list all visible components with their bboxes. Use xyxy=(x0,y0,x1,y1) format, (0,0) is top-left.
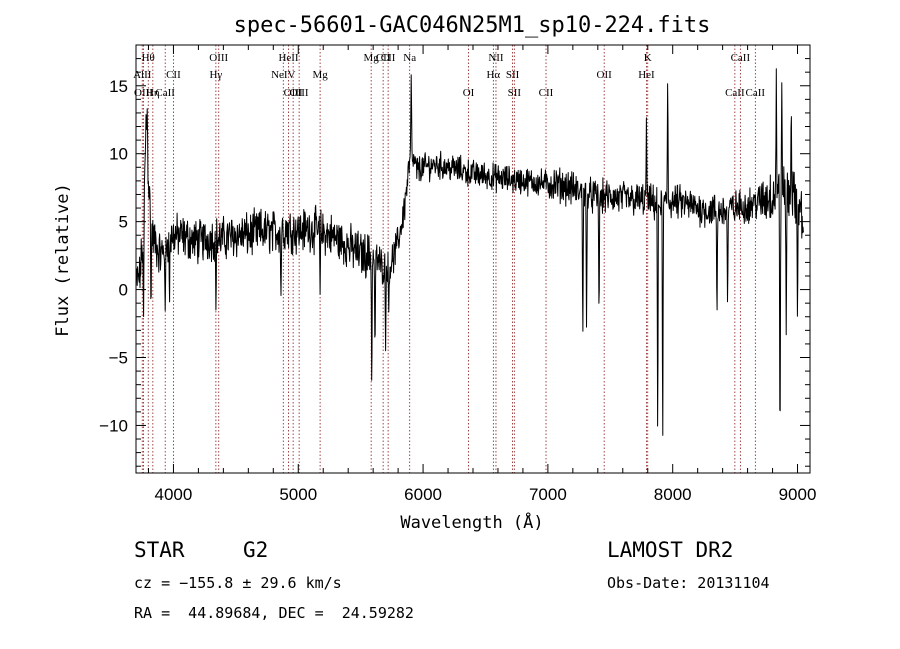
line-marker-label: HeII xyxy=(278,52,298,64)
redshift-velocity: cz = −155.8 ± 29.6 km/s xyxy=(134,574,342,592)
line-marker-label: Hη xyxy=(146,87,160,99)
x-axis-label: Wavelength (Å) xyxy=(400,511,543,533)
line-marker-label: OIII xyxy=(209,52,228,64)
line-marker-label: HeI xyxy=(638,69,655,81)
plot-frame xyxy=(135,44,811,474)
observation-date: Obs-Date: 20131104 xyxy=(607,574,770,592)
line-marker-label: CII xyxy=(539,87,554,99)
object-class: STAR xyxy=(134,538,185,562)
line-marker-label: CaII xyxy=(746,87,766,99)
line-marker-label: Hθ xyxy=(142,52,155,64)
y-tick-label: −10 xyxy=(99,416,128,435)
object-subclass: G2 xyxy=(243,538,269,562)
line-marker-label: CII xyxy=(381,52,396,64)
y-tick-label: −5 xyxy=(109,349,128,368)
line-marker-label: Na xyxy=(403,52,416,64)
line-marker-label: Mg xyxy=(364,52,380,64)
line-marker-label: Hα xyxy=(486,69,500,81)
line-marker-label: CII xyxy=(166,69,181,81)
line-marker-label: CaII xyxy=(155,87,175,99)
emission-line-labels: HθAlIIOIIIHηCaIICIIOIIIHγHeIINeIVOIIIOII… xyxy=(133,52,765,99)
y-tick-label: 10 xyxy=(109,145,128,164)
x-tick-label: 4000 xyxy=(155,485,193,504)
x-tick-label: 9000 xyxy=(779,485,817,504)
line-marker-label: SII xyxy=(506,69,520,81)
line-marker-label: OIII xyxy=(134,87,153,99)
line-marker-label: OIII xyxy=(290,87,309,99)
x-tick-label: 6000 xyxy=(404,485,442,504)
line-marker-label: CII xyxy=(376,52,391,64)
line-marker-label: SII xyxy=(508,87,522,99)
line-marker-label: Hγ xyxy=(209,69,222,81)
line-marker-label: CaII xyxy=(731,52,751,64)
x-tick-label: 5000 xyxy=(279,485,317,504)
chart-title: spec-56601-GAC046N25M1_sp10-224.fits xyxy=(234,13,711,38)
y-axis-label: Flux (relative) xyxy=(53,183,73,337)
line-marker-label: NII xyxy=(488,52,504,64)
line-marker-label: OII xyxy=(597,69,613,81)
line-marker-label: NeIV xyxy=(271,69,295,81)
x-tick-label: 7000 xyxy=(529,485,567,504)
sky-coordinates: RA = 44.89684, DEC = 24.59282 xyxy=(134,604,414,622)
y-axis: −10 −5 0 5 10 15 xyxy=(99,58,810,467)
spectrum-line xyxy=(135,68,804,436)
line-marker-label: K xyxy=(644,52,652,64)
x-tick-label: 8000 xyxy=(654,485,692,504)
line-marker-label: OI xyxy=(463,87,475,99)
y-tick-label: 15 xyxy=(109,77,128,96)
line-marker-label: Mg xyxy=(312,69,328,81)
x-axis: 4000 5000 6000 7000 8000 9000 xyxy=(147,45,817,504)
line-marker-label: OIII xyxy=(284,87,303,99)
line-marker-label: CaII xyxy=(725,87,745,99)
y-tick-label: 0 xyxy=(119,281,128,300)
y-tick-label: 5 xyxy=(119,213,128,232)
survey-name: LAMOST DR2 xyxy=(607,538,734,562)
